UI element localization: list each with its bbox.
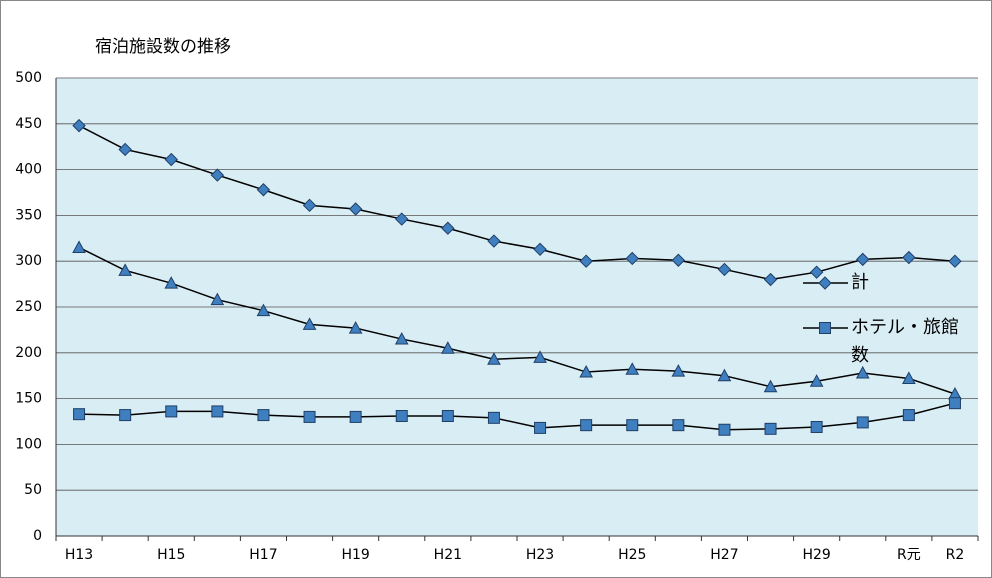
point bbox=[394, 332, 409, 345]
point bbox=[210, 292, 225, 306]
point bbox=[118, 142, 132, 157]
point bbox=[579, 254, 593, 268]
point bbox=[717, 262, 732, 277]
point bbox=[395, 212, 409, 226]
x-tick-label: H15 bbox=[157, 547, 185, 563]
y-tick-label: 150 bbox=[15, 391, 42, 407]
point bbox=[902, 250, 916, 265]
point bbox=[72, 240, 86, 253]
point bbox=[856, 252, 870, 267]
point bbox=[73, 408, 86, 421]
point bbox=[119, 409, 132, 422]
y-tick-label: 100 bbox=[15, 436, 42, 452]
point bbox=[671, 253, 686, 267]
point bbox=[348, 202, 363, 216]
y-tick-label: 400 bbox=[15, 162, 42, 178]
point bbox=[210, 168, 225, 182]
x-tick-label: H17 bbox=[249, 547, 277, 563]
point bbox=[763, 379, 778, 393]
point bbox=[534, 421, 547, 434]
point bbox=[625, 251, 639, 266]
series-line bbox=[78, 246, 956, 395]
point bbox=[764, 422, 777, 435]
chart-title: 宿泊施設数の推移 bbox=[95, 37, 231, 57]
point bbox=[118, 263, 132, 276]
point bbox=[257, 409, 270, 422]
point bbox=[580, 419, 593, 432]
point bbox=[533, 242, 547, 256]
point bbox=[902, 409, 915, 422]
legend-label: ホテル・旅館数 bbox=[851, 317, 959, 366]
y-tick-label: 250 bbox=[15, 299, 42, 315]
point bbox=[948, 254, 962, 268]
x-tick-label: R元 bbox=[897, 547, 921, 563]
point bbox=[256, 183, 271, 197]
x-tick-label: H19 bbox=[341, 547, 369, 563]
point bbox=[763, 272, 778, 287]
point bbox=[164, 276, 179, 289]
point bbox=[302, 317, 317, 330]
legend-label: 計 bbox=[851, 272, 869, 293]
y-tick-label: 500 bbox=[15, 70, 42, 86]
point bbox=[349, 410, 362, 423]
y-tick-label: 450 bbox=[15, 116, 42, 132]
point bbox=[302, 198, 317, 213]
point bbox=[165, 405, 178, 418]
series-line bbox=[79, 402, 956, 431]
point bbox=[818, 276, 832, 290]
point bbox=[856, 416, 869, 429]
point bbox=[441, 410, 454, 423]
point bbox=[809, 374, 824, 387]
point bbox=[211, 405, 224, 418]
y-tick-label: 0 bbox=[33, 528, 42, 544]
x-tick-label: H29 bbox=[802, 547, 830, 563]
x-tick-label: H25 bbox=[618, 547, 646, 563]
point bbox=[303, 410, 316, 423]
point bbox=[809, 265, 824, 279]
point bbox=[487, 234, 501, 248]
x-tick-label: H23 bbox=[526, 547, 554, 563]
point bbox=[671, 364, 686, 377]
point bbox=[819, 322, 831, 334]
point bbox=[718, 423, 731, 436]
point bbox=[441, 341, 455, 354]
point bbox=[395, 410, 408, 423]
y-tick-label: 200 bbox=[15, 345, 42, 361]
point bbox=[487, 411, 500, 424]
point bbox=[672, 419, 685, 432]
point bbox=[717, 368, 732, 382]
x-tick-label: H21 bbox=[434, 547, 462, 563]
point bbox=[625, 362, 640, 375]
series-line bbox=[78, 124, 956, 281]
point bbox=[72, 118, 86, 133]
x-tick-label: R2 bbox=[946, 547, 965, 563]
point bbox=[533, 350, 547, 363]
y-tick-label: 50 bbox=[24, 482, 42, 498]
x-tick-label: H27 bbox=[710, 547, 738, 563]
point bbox=[626, 419, 639, 432]
point bbox=[487, 352, 501, 365]
point bbox=[810, 420, 823, 433]
y-tick-label: 300 bbox=[15, 253, 42, 269]
point bbox=[164, 152, 178, 167]
point bbox=[902, 371, 916, 384]
point bbox=[579, 364, 593, 378]
point bbox=[348, 321, 363, 334]
point bbox=[948, 397, 961, 410]
y-tick-label: 350 bbox=[15, 207, 42, 223]
x-tick-label: H13 bbox=[65, 547, 93, 563]
point bbox=[256, 303, 271, 317]
point bbox=[441, 221, 455, 235]
point bbox=[855, 365, 870, 379]
